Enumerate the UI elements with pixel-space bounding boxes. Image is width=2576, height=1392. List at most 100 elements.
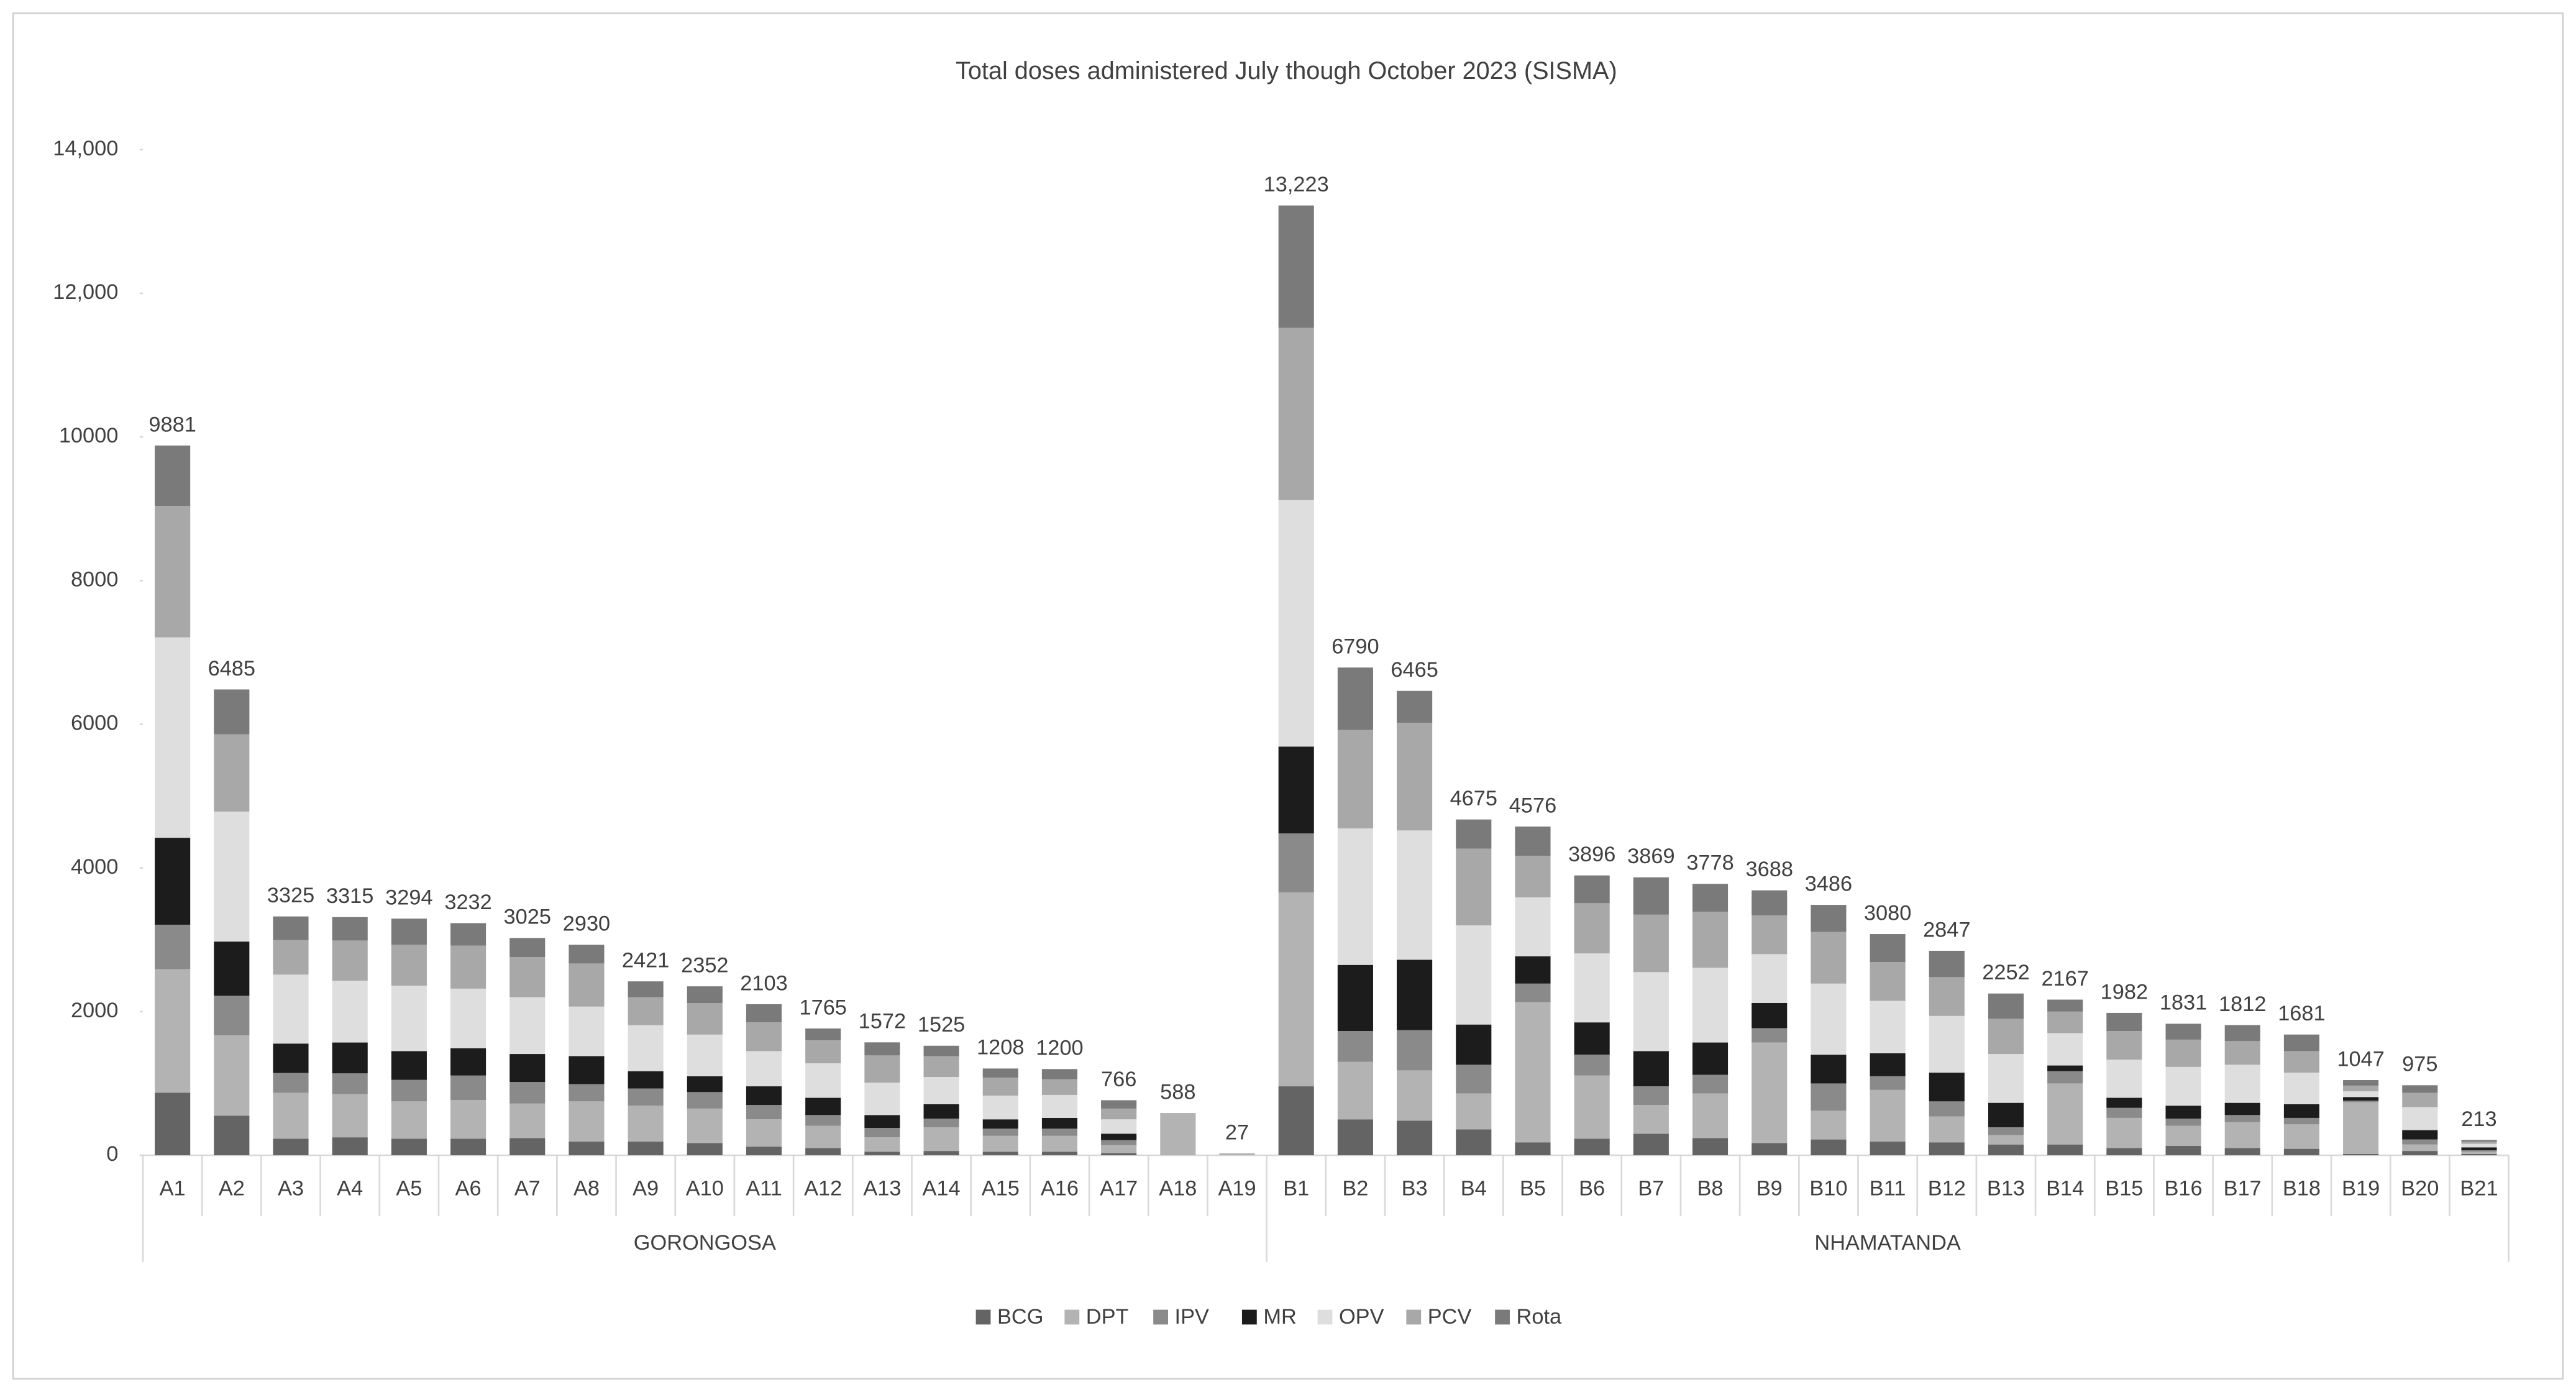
bar-segment [1811, 1055, 1847, 1084]
bar-segment [2047, 1065, 2083, 1071]
bar-segment [1633, 914, 1669, 973]
bar-segment [155, 1092, 191, 1156]
bar-segment [2343, 1097, 2379, 1101]
bar-segment [687, 1143, 723, 1156]
x-tick-label: B13 [1987, 1177, 2025, 1201]
legend-label: BCG [997, 1305, 1043, 1329]
bar-segment [2402, 1130, 2438, 1140]
bar-segment [2165, 1039, 2201, 1067]
bar-segment [746, 1051, 782, 1087]
bar-segment [1278, 833, 1314, 892]
bar-segment [332, 1137, 368, 1156]
total-label: 4576 [1509, 794, 1556, 817]
bar-segment [569, 1006, 605, 1056]
x-tick-label: B19 [2342, 1177, 2380, 1201]
bar-segment [1988, 1127, 2024, 1135]
x-tick-label: B16 [2164, 1177, 2202, 1201]
bar-segment [1515, 983, 1551, 1002]
bar-segment [1456, 1093, 1492, 1130]
bar-segment [2106, 1148, 2142, 1156]
bar-segment [2402, 1092, 2438, 1107]
group-label: NHAMATANDA [1814, 1231, 1961, 1255]
bar-segment [1811, 983, 1847, 1055]
bar-segment [2106, 1012, 2142, 1032]
bar-segment [1278, 892, 1314, 1087]
bar-segment [2402, 1139, 2438, 1145]
bar-segment [391, 986, 427, 1051]
bar-segment [2224, 1041, 2260, 1065]
bar-segment [628, 997, 664, 1025]
bar-segment [214, 1035, 250, 1116]
total-label: 13,223 [1264, 173, 1329, 196]
bar-segment [1515, 1002, 1551, 1143]
bar-segment [687, 1002, 723, 1035]
bar-segment [1337, 1119, 1373, 1156]
bar-segment [509, 997, 546, 1055]
total-label: 588 [1160, 1080, 1195, 1104]
bar-segment [1633, 1105, 1669, 1134]
total-label: 213 [2461, 1107, 2496, 1131]
bar-segment [1574, 1022, 1610, 1055]
bar-segment [1929, 1101, 1965, 1117]
x-tick-label: A7 [514, 1177, 541, 1201]
x-tick-label: B5 [1520, 1177, 1546, 1201]
bar-segment [864, 1128, 900, 1138]
bar-segment [214, 734, 250, 812]
bar-segment [687, 1076, 723, 1092]
x-tick-label: A16 [1041, 1177, 1079, 1201]
bar-segment [2047, 1144, 2083, 1156]
bar-segment [746, 1147, 782, 1156]
bar-segment [1515, 1142, 1551, 1156]
x-tick-label: A14 [923, 1177, 961, 1201]
bar-segment [1811, 1139, 1847, 1156]
x-tick-label: B11 [1870, 1177, 1906, 1201]
bar-segment [1101, 1108, 1137, 1120]
bar-segment [450, 988, 486, 1048]
bar-segment [1574, 903, 1610, 954]
bar-segment [982, 1068, 1018, 1078]
x-tick-label: B3 [1402, 1177, 1428, 1201]
x-tick-label: B18 [2283, 1177, 2321, 1201]
total-label: 3025 [504, 905, 551, 929]
bar-segment [214, 689, 250, 735]
bar-segment [569, 1101, 605, 1142]
bar-segment [2283, 1124, 2319, 1149]
bar-segment [923, 1056, 959, 1078]
bar-segment [450, 945, 486, 989]
bar-segment [155, 838, 191, 925]
bar-segment [2461, 1140, 2497, 1142]
x-tick-label: A10 [686, 1177, 724, 1201]
y-tick-label: 0 [106, 1142, 118, 1166]
bar-segment [805, 1063, 841, 1098]
y-tick-label: 6000 [71, 712, 118, 735]
bar-segment [1692, 1093, 1729, 1138]
total-label: 3080 [1864, 901, 1911, 925]
x-tick-label: A15 [982, 1177, 1020, 1201]
total-label: 1765 [799, 996, 846, 1019]
x-tick-label: A11 [746, 1177, 782, 1201]
bar-segment [391, 1079, 427, 1102]
x-tick-label: B4 [1461, 1177, 1487, 1201]
bar-segment [687, 1034, 723, 1076]
bar-segment [273, 1043, 309, 1073]
bar-segment [1692, 1138, 1729, 1156]
bar-segment [1397, 1030, 1433, 1071]
bar-segment [509, 1054, 546, 1083]
bar-segment [2224, 1122, 2260, 1148]
bar-segment [2106, 1117, 2142, 1148]
x-tick-label: A5 [396, 1177, 422, 1201]
bar-segment [2461, 1143, 2497, 1148]
bar-segment [2283, 1117, 2319, 1125]
bar-segment [1633, 1133, 1669, 1156]
bar-segment [1929, 1116, 1965, 1143]
x-tick-label: A12 [804, 1177, 842, 1201]
y-tick-label: 14,000 [53, 137, 118, 160]
bar-segment [1101, 1119, 1137, 1134]
x-tick-label: B7 [1638, 1177, 1664, 1201]
legend-label: MR [1263, 1305, 1296, 1329]
bar-segment [805, 1125, 841, 1148]
bar-segment [155, 925, 191, 969]
bar-segment [864, 1042, 900, 1056]
bar-segment [509, 1082, 546, 1104]
